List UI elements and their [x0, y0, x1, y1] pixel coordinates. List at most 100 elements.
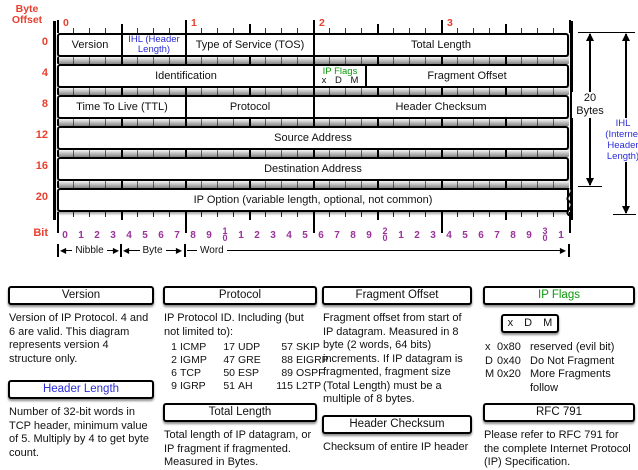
flag-key: M — [485, 368, 495, 380]
ip-flags-list: x 0x80 reserved (evil bit) D 0x40 Do Not Frag… — [485, 341, 635, 395]
note-title-ip-flags: IP Flags — [483, 286, 635, 305]
bit-number: 1 — [238, 230, 244, 241]
field-total-length: Total Length — [411, 39, 471, 51]
twenty-bytes-label: 20 Bytes — [572, 92, 608, 118]
row-offset-4: 4 — [41, 67, 48, 79]
note-title-protocol: Protocol — [163, 286, 317, 305]
row-offset-20: 20 — [35, 191, 48, 203]
field-ihl: IHL (Header Length) — [123, 35, 187, 55]
protocol-number: 17 — [223, 341, 235, 353]
bit-number: 4 — [126, 230, 132, 241]
protocol-number: 51 — [223, 380, 235, 392]
protocol-name: GRE — [238, 354, 261, 366]
note-title-total-length: Total Length — [163, 403, 317, 422]
measure-bar — [184, 244, 186, 257]
bit-number: 3 — [270, 230, 276, 241]
bit-number: 3 — [430, 230, 436, 241]
header-row-12: Source Address — [57, 126, 569, 150]
protocol-name: EIGRP — [296, 354, 329, 366]
bit-measure-row: ◀ Nibble ▶ ◀ Byte ▶ Word ▶ — [57, 244, 571, 258]
protocol-name: ESP — [238, 367, 260, 379]
note-body-version: Version of IP Protocol. 4 and 6 are vali… — [9, 312, 149, 365]
bit-number: 8 — [190, 230, 196, 241]
nibble-measure: ◀ Nibble ▶ — [60, 245, 120, 256]
flag-code: 0x40 — [497, 354, 521, 367]
ip-flags-cell-title: IP Flags — [322, 65, 358, 77]
header-row-16: Destination Address — [57, 157, 569, 181]
field-protocol: Protocol — [187, 97, 315, 117]
flag-code: 0x80 — [497, 341, 521, 353]
field-ttl: Time To Live (TTL) — [59, 97, 187, 117]
bit-number: 5 — [302, 230, 308, 241]
word-measure: Word ▶ — [187, 244, 566, 257]
note-title-fragment-offset: Fragment Offset — [322, 286, 472, 305]
measure-bar — [57, 244, 59, 257]
field-destination-address: Destination Address — [264, 163, 362, 175]
protocol-number: 89 — [281, 367, 293, 379]
protocol-number: 6 — [171, 367, 177, 379]
protocol-number: 57 — [281, 341, 293, 353]
field-source-address: Source Address — [274, 132, 352, 144]
notes-column-version: Version Version of IP Protocol. 4 and 6 … — [8, 286, 154, 470]
bit-number: 6 — [318, 230, 324, 241]
bit-number: 2 — [414, 230, 420, 241]
ihl-note-label: IHL (Internet Header Length) — [599, 118, 638, 162]
protocol-number: 2 — [171, 354, 177, 366]
measure-endbar-top — [578, 32, 635, 33]
bit-tick-ruler — [57, 212, 571, 220]
byte-measure: ◀ Byte ▶ — [123, 245, 183, 256]
flag-desc: reserved (evil bit) — [530, 341, 615, 353]
bit-number: 8 — [350, 230, 356, 241]
protocol-name: AH — [238, 380, 253, 392]
protocol-name: TCP — [180, 367, 201, 379]
measure-endbar-20bytes — [578, 186, 602, 187]
notes-section: Version Version of IP Protocol. 4 and 6 … — [8, 286, 636, 470]
bit-number: 3 — [110, 230, 116, 241]
measure-bar — [120, 244, 122, 257]
bit-grid-strip — [57, 119, 569, 126]
row-offset-16: 16 — [35, 160, 48, 172]
bit-number: 6 — [478, 230, 484, 241]
protocol-name: L2TP — [296, 380, 322, 392]
byte-ruler-number: 2 — [317, 17, 327, 29]
protocol-name: IGRP — [180, 380, 206, 392]
notes-column-ip-flags: IP Flags x D M x 0x80 reserved (evil bit) D… — [483, 286, 635, 470]
header-row-0: Version IHL (Header Length) Type of Serv… — [57, 33, 569, 57]
header-row-20: IP Option (variable length, optional, no… — [57, 188, 573, 216]
note-body-total-length: Total length of IP datagram, or IP fragm… — [164, 429, 312, 468]
arrow-left-icon: ◀ — [60, 246, 67, 255]
bit-grid-strip — [57, 181, 569, 188]
bit-label: Bit — [33, 227, 48, 239]
flag-key: x — [485, 341, 491, 353]
byte-ruler-number: 3 — [445, 17, 455, 29]
ip-flags-cell-bits: x D M — [321, 74, 359, 86]
protocol-number: 9 — [171, 380, 177, 392]
byte-ruler-number: 1 — [189, 17, 199, 29]
bit-grid-strip — [57, 88, 569, 95]
ip-header-diagram-page: Byte Offset 0 4 8 12 16 20 Bit 0 1 2 3 V… — [8, 4, 638, 468]
bit-number: 1 — [398, 230, 404, 241]
protocol-name: IGMP — [180, 354, 207, 366]
field-identification: Identification — [59, 66, 315, 86]
note-body-header-checksum: Checksum of entire IP header — [323, 440, 469, 453]
measure-bar — [568, 244, 570, 257]
row-offset-0: 0 — [41, 36, 48, 48]
bit-number: 7 — [494, 230, 500, 241]
field-ip-option: IP Option (variable length, optional, no… — [59, 190, 569, 210]
ip-header-table: 0 1 2 3 Version IHL (Header Length) Type… — [53, 6, 573, 260]
protocol-number: 115 — [276, 380, 293, 392]
protocol-name: UDP — [238, 341, 261, 353]
bit-number: 1 — [558, 230, 564, 241]
field-header-checksum: Header Checksum — [395, 101, 487, 113]
flag-key: D — [485, 354, 493, 367]
protocol-name: SKIP — [296, 341, 320, 353]
bit-number: 8 — [510, 230, 516, 241]
ip-flags-xdm-box: x D M — [501, 314, 559, 333]
byte-ruler-number: 0 — [61, 17, 71, 29]
arrow-left-icon: ◀ — [123, 246, 130, 255]
bit-grid-strip — [57, 150, 569, 157]
note-body-rfc-791: Please refer to RFC 791 for the complete… — [484, 429, 631, 468]
measure-endbar-ihl — [613, 214, 636, 215]
